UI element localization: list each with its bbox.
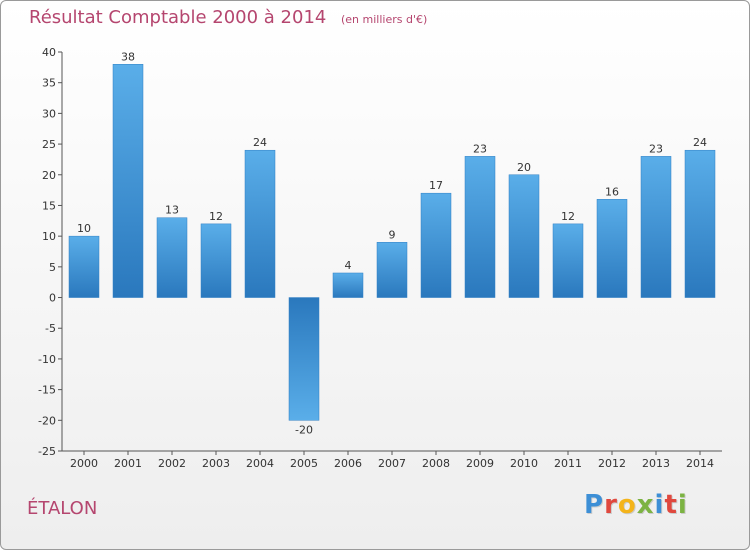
x-tick-label-2002: 2002 (158, 457, 186, 470)
commune-name: ÉTALON (27, 498, 98, 519)
x-tick-label-2009: 2009 (466, 457, 494, 470)
y-tick-label: -20 (38, 414, 56, 427)
data-label-2000: 10 (77, 222, 91, 235)
x-tick-label-2000: 2000 (70, 457, 98, 470)
x-tick-label-2014: 2014 (686, 457, 714, 470)
x-tick-label-2001: 2001 (114, 457, 142, 470)
y-tick-label: 30 (42, 107, 56, 120)
y-tick-label: 25 (42, 138, 56, 151)
data-label-2014: 24 (693, 136, 707, 149)
bar-2000 (68, 235, 100, 298)
data-label-2012: 16 (605, 185, 619, 198)
x-tick-label-2008: 2008 (422, 457, 450, 470)
logo-letter: P (584, 490, 605, 520)
x-tick-label-2004: 2004 (246, 457, 274, 470)
data-label-2011: 12 (561, 210, 575, 223)
data-label-2002: 13 (165, 204, 179, 217)
logo-letter: i (677, 490, 688, 520)
x-tick-label-2006: 2006 (334, 457, 362, 470)
x-tick-label-2007: 2007 (378, 457, 406, 470)
y-tick-label: -15 (38, 384, 56, 397)
x-tick-label-2011: 2011 (554, 457, 582, 470)
y-tick-label: 35 (42, 77, 56, 90)
data-label-2006: 4 (345, 259, 352, 272)
y-tick-label: -10 (38, 353, 56, 366)
bar-2003 (200, 223, 232, 298)
bar-2002 (156, 217, 188, 298)
data-label-2001: 38 (121, 50, 135, 63)
data-labels: 10 38 13 12 24 -20 4 9 17 23 20 12 16 23 24 (77, 50, 707, 436)
x-tick-label-2005: 2005 (290, 457, 318, 470)
bar-2008 (420, 192, 452, 298)
logo-letter: i (654, 490, 665, 520)
y-tick-label: 20 (42, 169, 56, 182)
axes: 40 35 30 25 20 15 10 5 0 -5 -10 -15 -20 -25 2000 2001 20… (38, 46, 722, 470)
y-tick-label: 0 (49, 292, 56, 305)
bar-2014 (684, 149, 716, 298)
y-tick-label: -5 (45, 322, 56, 335)
y-tick-label: 5 (49, 261, 56, 274)
bar-2013 (640, 156, 672, 298)
proxiti-logo: Proxiti (584, 490, 688, 520)
bar-2005 (288, 297, 320, 421)
chart-title: Résultat Comptable 2000 à 2014 (29, 7, 327, 28)
logo-letter: t (664, 490, 678, 520)
x-tick-label-2012: 2012 (598, 457, 626, 470)
logo-letter: r (604, 490, 618, 520)
x-tick-label-2003: 2003 (202, 457, 230, 470)
bar-2011 (552, 223, 584, 298)
y-tick-label: -25 (38, 445, 56, 458)
bars (68, 64, 716, 421)
bar-2012 (596, 199, 628, 298)
bar-2010 (508, 174, 540, 298)
data-label-2005: -20 (295, 423, 313, 436)
data-label-2003: 12 (209, 210, 223, 223)
chart-subtitle: (en milliers d'€) (341, 13, 428, 26)
data-label-2009: 23 (473, 142, 487, 155)
data-label-2004: 24 (253, 136, 267, 149)
data-label-2007: 9 (389, 228, 396, 241)
bar-2007 (376, 242, 408, 298)
bar-2004 (244, 149, 276, 298)
data-label-2010: 20 (517, 161, 531, 174)
data-label-2013: 23 (649, 142, 663, 155)
bar-2006 (332, 272, 364, 298)
y-tick-label: 15 (42, 199, 56, 212)
logo-letter: x (636, 490, 655, 520)
y-tick-label: 40 (42, 46, 56, 59)
data-label-2008: 17 (429, 179, 443, 192)
x-tick-label-2010: 2010 (510, 457, 538, 470)
bar-2009 (464, 156, 496, 298)
y-tick-label: 10 (42, 230, 56, 243)
bar-2001 (112, 64, 144, 298)
logo-letter: o (617, 490, 637, 520)
x-tick-label-2013: 2013 (642, 457, 670, 470)
